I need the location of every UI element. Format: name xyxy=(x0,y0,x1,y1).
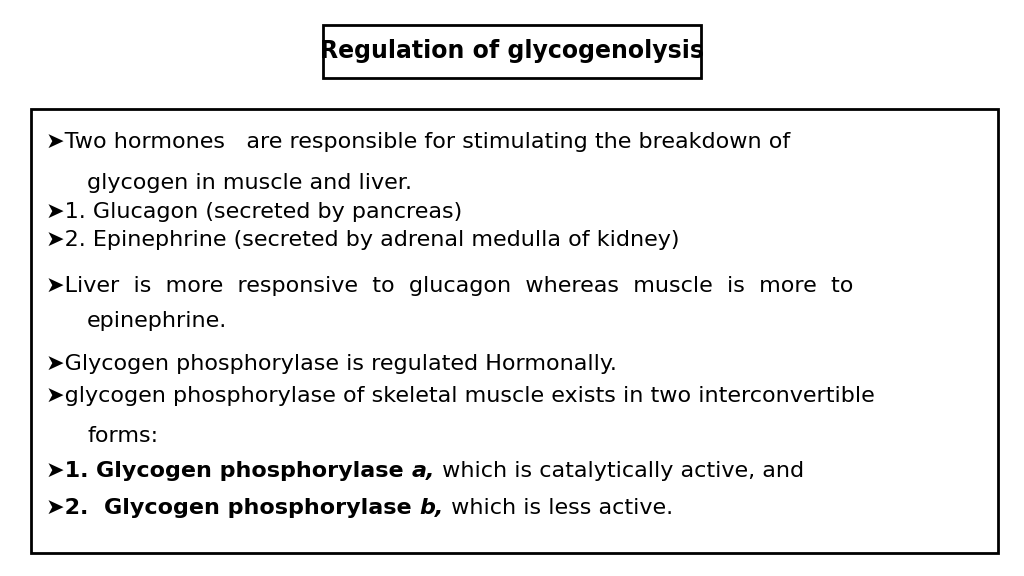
Text: ➤2.: ➤2. xyxy=(46,498,104,518)
Text: which is less active.: which is less active. xyxy=(443,498,673,518)
Text: a,: a, xyxy=(412,461,435,481)
Text: Glycogen phosphorylase: Glycogen phosphorylase xyxy=(104,498,420,518)
Text: ➤1.: ➤1. xyxy=(46,461,96,481)
Text: Glycogen phosphorylase: Glycogen phosphorylase xyxy=(96,461,412,481)
Text: Regulation of glycogenolysis: Regulation of glycogenolysis xyxy=(319,39,705,63)
Text: b,: b, xyxy=(420,498,443,518)
Text: glycogen in muscle and liver.: glycogen in muscle and liver. xyxy=(87,173,412,193)
Text: ➤Glycogen phosphorylase is regulated Hormonally.: ➤Glycogen phosphorylase is regulated Hor… xyxy=(46,354,616,374)
Text: ➤Two hormones   are responsible for stimulating the breakdown of: ➤Two hormones are responsible for stimul… xyxy=(46,132,791,153)
Text: ➤glycogen phosphorylase of skeletal muscle exists in two interconvertible: ➤glycogen phosphorylase of skeletal musc… xyxy=(46,386,874,406)
Text: ➤Liver  is  more  responsive  to  glucagon  whereas  muscle  is  more  to: ➤Liver is more responsive to glucagon wh… xyxy=(46,276,853,297)
Text: epinephrine.: epinephrine. xyxy=(87,311,227,331)
Text: ➤1. Glucagon (secreted by pancreas): ➤1. Glucagon (secreted by pancreas) xyxy=(46,202,462,222)
Text: ➤2. Epinephrine (secreted by adrenal medulla of kidney): ➤2. Epinephrine (secreted by adrenal med… xyxy=(46,230,680,251)
FancyBboxPatch shape xyxy=(323,25,701,78)
FancyBboxPatch shape xyxy=(31,109,998,553)
Text: which is catalytically active, and: which is catalytically active, and xyxy=(435,461,804,481)
Text: forms:: forms: xyxy=(87,426,158,446)
